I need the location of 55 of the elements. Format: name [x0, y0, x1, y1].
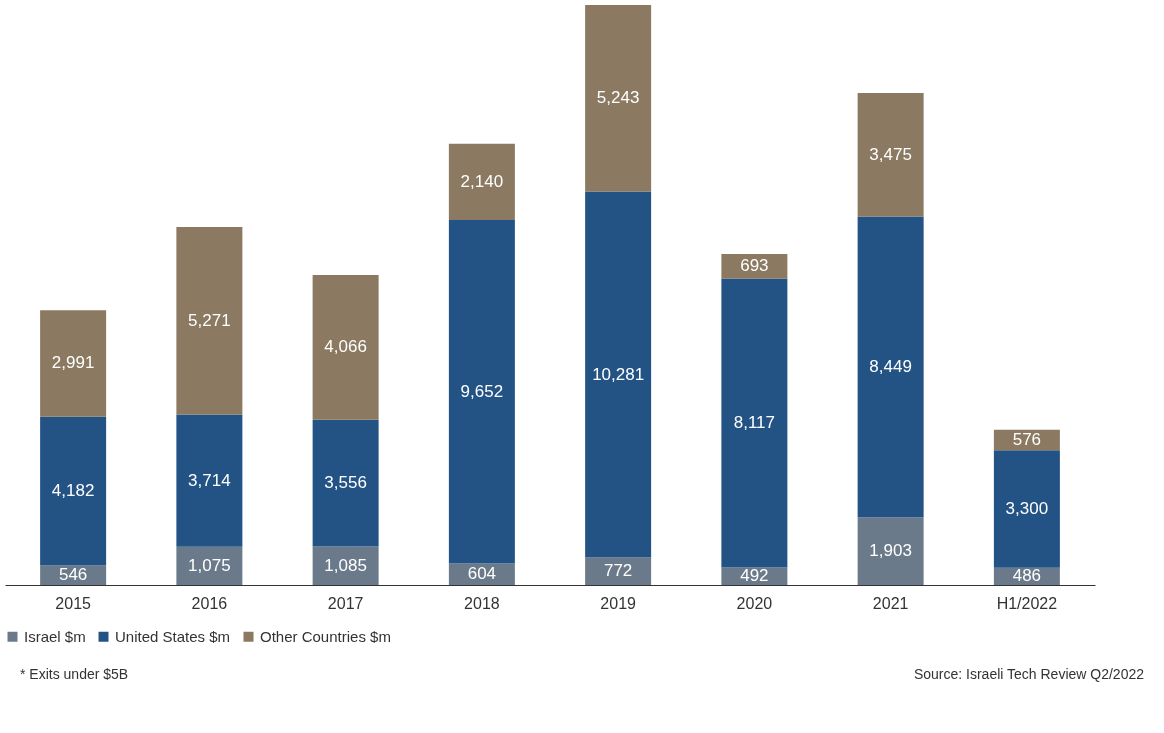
- data-label: 3,475: [869, 144, 912, 164]
- data-label: 486: [1012, 566, 1042, 586]
- bar: [857, 92, 924, 217]
- data-label: 5,271: [188, 310, 231, 330]
- data-label: 2,140: [460, 171, 504, 191]
- bar: [40, 310, 107, 417]
- x-tick-label: 2015: [55, 594, 92, 612]
- data-label: 1,075: [188, 555, 231, 575]
- legend-label: Israel $m: [24, 627, 86, 645]
- bar: [857, 216, 924, 518]
- bar: [721, 278, 788, 568]
- data-label: 3,556: [324, 473, 367, 493]
- data-label: 772: [603, 561, 633, 581]
- bar: [585, 191, 652, 558]
- bar: [993, 450, 1060, 568]
- bar: [40, 416, 107, 566]
- legend-label: United States $m: [115, 627, 231, 645]
- data-label: 693: [740, 256, 769, 276]
- data-label: 492: [740, 566, 769, 586]
- data-label: 4,066: [324, 337, 367, 357]
- bar: [857, 517, 924, 585]
- bar: [448, 219, 515, 564]
- data-label: 10,281: [592, 364, 645, 384]
- x-tick-label: 2016: [191, 594, 228, 612]
- data-label: 2,991: [51, 353, 95, 373]
- bar: [312, 546, 379, 585]
- bar: [585, 5, 652, 192]
- bar: [312, 275, 379, 420]
- data-label: 1,903: [869, 541, 912, 561]
- x-tick-label: 2017: [327, 594, 364, 612]
- data-label: 9,652: [460, 381, 504, 401]
- bar: [176, 414, 243, 547]
- bar: [448, 143, 515, 220]
- data-label: 3,714: [188, 470, 231, 490]
- x-tick-label: 2018: [464, 594, 500, 612]
- bar: [312, 419, 379, 547]
- data-label: 8,449: [869, 356, 912, 376]
- bar: [176, 226, 243, 415]
- data-label: 1,085: [324, 555, 367, 575]
- x-tick-label: 2021: [872, 594, 909, 612]
- legend-label: Other Countries $m: [260, 627, 391, 645]
- data-label: 3,300: [1005, 498, 1049, 518]
- data-label: 576: [1012, 430, 1042, 449]
- data-label: 5,243: [596, 88, 640, 108]
- data-label: 4,182: [51, 481, 95, 501]
- text: * Exits under $5B: [20, 666, 129, 682]
- data-label: 8,117: [733, 413, 776, 433]
- data-label: 546: [58, 565, 88, 585]
- x-tick-label: 2020: [736, 594, 773, 612]
- x-tick-label: H1/2022: [996, 594, 1058, 612]
- x-tick-label: 2019: [600, 594, 637, 612]
- bar: [176, 546, 243, 585]
- source-note: Source: Israeli Tech Review Q2/2022: [913, 666, 1144, 682]
- bar: [585, 557, 652, 585]
- data-label: 604: [467, 564, 497, 584]
